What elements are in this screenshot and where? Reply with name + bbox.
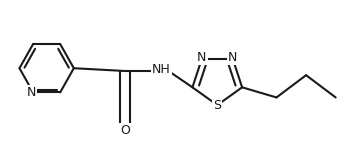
Text: S: S bbox=[213, 99, 221, 112]
Text: O: O bbox=[120, 124, 130, 137]
Text: NH: NH bbox=[152, 63, 171, 76]
Text: N: N bbox=[27, 86, 36, 99]
Text: N: N bbox=[228, 51, 237, 64]
Text: N: N bbox=[197, 51, 207, 64]
